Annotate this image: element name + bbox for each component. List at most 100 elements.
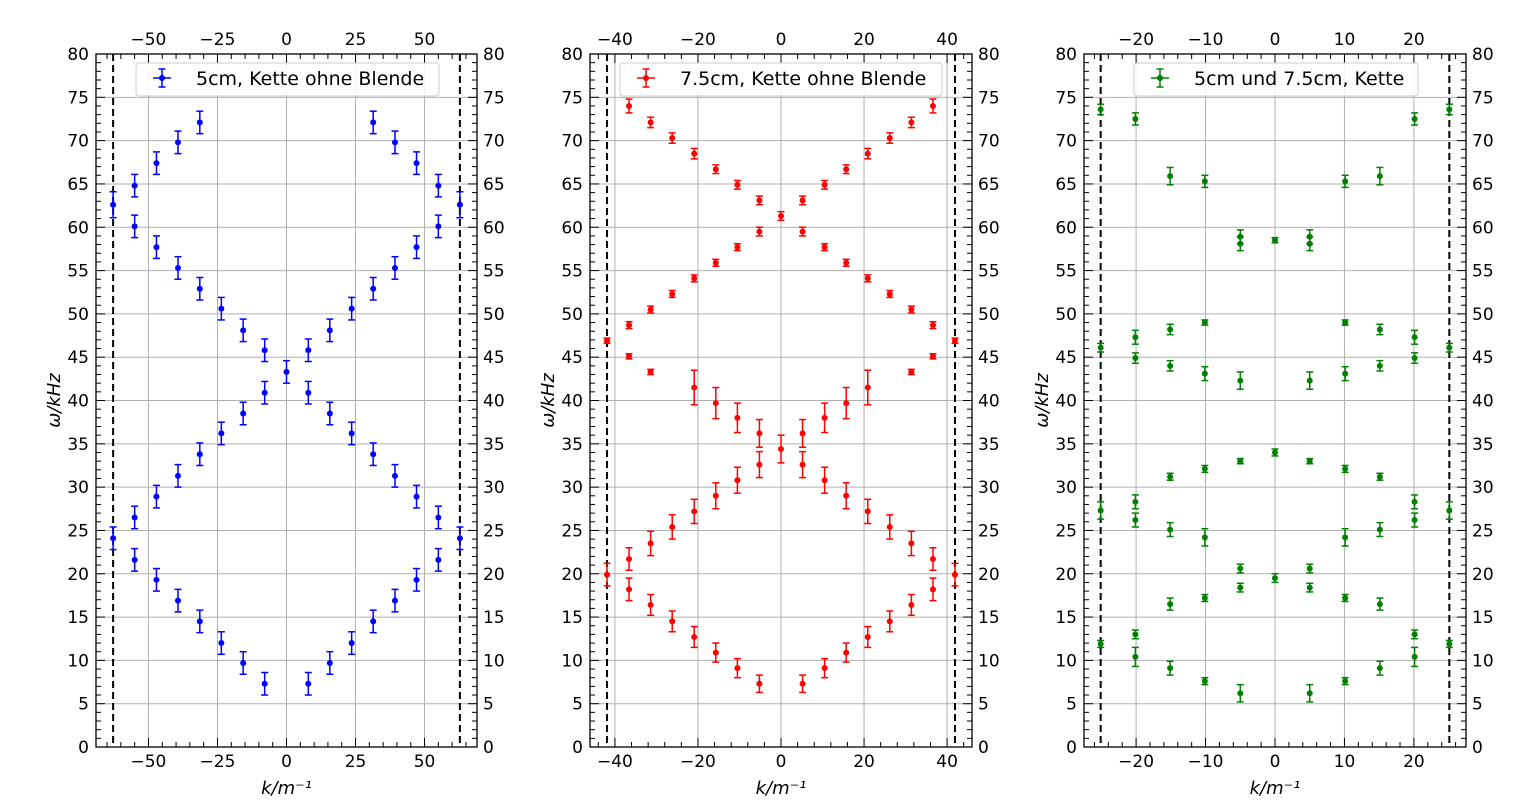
y-tick-label-left: 65 [67,175,89,195]
data-marker [886,135,893,142]
y-tick-label-left: 70 [1055,132,1077,152]
y-tick-label-left: 60 [561,218,583,238]
data-point [239,650,247,675]
data-point [131,214,139,239]
data-point [1411,512,1419,528]
data-marker [1097,344,1104,351]
data-marker [326,410,333,417]
y-tick-label-right: 45 [1472,348,1494,368]
data-point [196,609,204,634]
y-tick-label-right: 30 [978,478,1000,498]
data-marker [669,618,676,625]
data-point [1411,329,1419,345]
data-point [413,484,421,509]
data-point [1201,319,1209,326]
data-marker [131,182,138,189]
y-tick-label-left: 75 [67,88,89,108]
data-marker [1376,362,1383,369]
legend: 5cm und 7.5cm, Kette [1133,62,1419,97]
data-point [1131,512,1139,528]
data-marker [799,197,806,204]
data-point [174,463,182,488]
y-tick-label-right: 15 [978,608,1000,628]
x-tick-label-bottom: 40 [936,752,958,772]
y-tick-label-left: 25 [1055,521,1077,541]
data-marker [1306,565,1313,572]
data-marker [669,135,676,142]
data-marker [435,514,442,521]
data-marker [1342,178,1349,185]
data-point [1445,103,1453,116]
y-tick-label-right: 60 [483,218,505,238]
y-tick-label-right: 75 [1472,88,1494,108]
data-point [1166,359,1174,372]
y-tick-label-left: 80 [1055,45,1077,65]
data-point [1201,365,1209,382]
data-marker [348,640,355,647]
x-tick-label-top: 0 [776,30,787,50]
y-axis-label: ω/kHz [538,373,559,428]
data-marker [843,400,850,407]
y-tick-label-left: 25 [67,521,89,541]
data-marker [756,197,763,204]
data-marker [413,493,420,500]
y-tick-label-right: 25 [978,521,1000,541]
y-tick-label-right: 40 [978,392,1000,412]
data-marker [799,461,806,468]
y-tick-label-right: 55 [1472,262,1494,282]
data-point [603,337,611,345]
y-tick-label-left: 80 [67,45,89,65]
y-tick-label-left: 10 [67,651,89,671]
y-tick-label-left: 65 [1055,175,1077,195]
y-tick-label-right: 40 [483,392,505,412]
data-marker [691,384,698,391]
data-point [109,526,117,551]
data-marker [908,601,915,608]
data-point [821,657,829,679]
data-marker [821,181,828,188]
data-marker [929,353,936,360]
y-tick-label-right: 35 [1472,435,1494,455]
y-tick-label-right: 10 [1472,651,1494,671]
data-point [625,547,633,572]
data-point [1341,174,1349,189]
data-point [1376,472,1384,481]
data-point [755,418,763,449]
data-marker [821,414,828,421]
data-point [799,195,807,206]
data-marker [886,523,893,530]
data-marker [929,556,936,563]
data-point [842,482,850,510]
y-tick-label-left: 15 [561,608,583,628]
data-point [391,588,399,613]
data-marker [1237,458,1244,465]
data-point [326,318,334,343]
data-point [152,151,160,176]
data-marker [131,514,138,521]
data-point [131,505,139,530]
data-marker [647,119,654,126]
x-tick-label-top: 10 [1334,30,1356,50]
data-point [456,190,464,219]
data-marker [218,640,225,647]
data-marker [392,264,399,271]
data-marker [174,472,181,479]
data-point [864,274,872,283]
data-point [1097,501,1105,520]
data-marker [1306,240,1313,247]
data-marker [778,446,784,453]
data-point [413,151,421,176]
y-tick-label-left: 25 [561,521,583,541]
x-tick-label-bottom: 20 [853,752,875,772]
data-point [799,450,807,479]
y-tick-label-left: 20 [1055,565,1077,585]
data-point [261,338,269,363]
data-marker [153,244,160,251]
data-point [929,320,937,330]
y-tick-label-right: 5 [483,695,494,715]
y-tick-label-right: 70 [483,132,505,152]
legend-label: 5cm, Kette ohne Blende [196,68,424,90]
data-point [261,380,269,405]
